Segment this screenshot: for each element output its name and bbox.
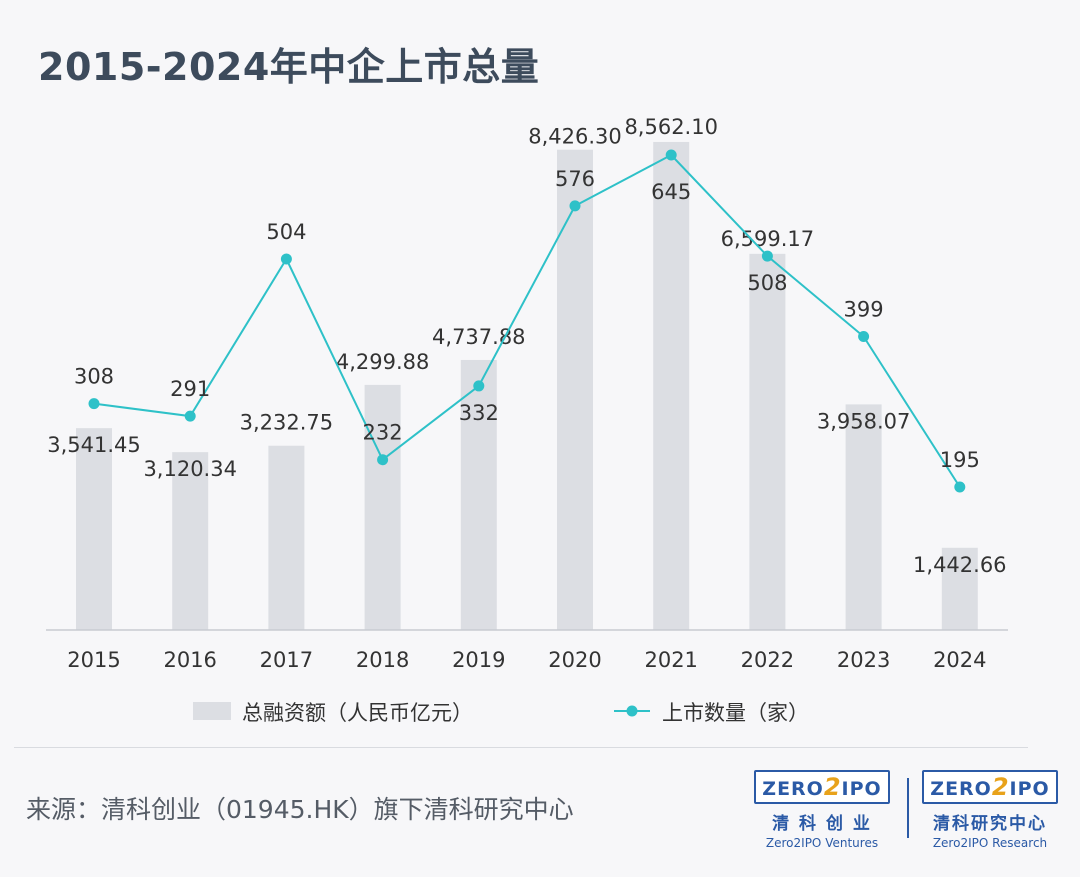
x-tick-label: 2017 [260, 648, 313, 672]
bar [364, 384, 401, 630]
bar [653, 141, 690, 630]
bar [941, 547, 978, 630]
line-value-label: 504 [266, 220, 306, 244]
logo-mark: ZERO2IPO [754, 770, 890, 804]
line-value-label: 195 [940, 448, 980, 472]
bar [749, 253, 786, 631]
bar [76, 428, 112, 630]
logo-cn-name: 清 科 创 业 [772, 814, 872, 834]
logo-separator [907, 778, 909, 838]
source-note: 来源：清科创业（01945.HK）旗下清科研究中心 [26, 795, 574, 824]
legend-line-marker [626, 705, 638, 717]
bar-value-label: 3,232.75 [240, 411, 334, 435]
zero2ipo-research-logo: ZERO2IPO 清科研究中心 Zero2IPO Research [920, 770, 1060, 850]
line-point [665, 149, 677, 161]
x-tick-label: 2024 [933, 648, 986, 672]
x-tick-label: 2015 [67, 648, 120, 672]
x-tick-label: 2021 [644, 648, 697, 672]
legend-bar-swatch [193, 702, 231, 720]
line-value-label: 291 [170, 377, 210, 401]
bar [460, 359, 497, 630]
line-value-label: 332 [459, 401, 499, 425]
bar [172, 452, 209, 630]
legend-bar-label: 总融资额（人民币亿元） [242, 701, 473, 725]
line-value-label: 645 [651, 180, 691, 204]
line-point [858, 330, 870, 342]
x-tick-label: 2022 [741, 648, 794, 672]
line-value-label: 508 [747, 271, 787, 295]
line-value-label: 576 [555, 167, 595, 191]
line-point [280, 253, 292, 265]
line-value-label: 308 [74, 365, 114, 389]
x-tick-label: 2016 [163, 648, 216, 672]
line-point [569, 200, 581, 212]
line-series [93, 153, 961, 488]
x-tick-label: 2023 [837, 648, 890, 672]
bar-value-label: 4,737.88 [432, 325, 526, 349]
line-point [88, 398, 100, 410]
bar-value-label: 8,426.30 [528, 125, 622, 149]
logo-mark: ZERO2IPO [922, 770, 1058, 804]
bar-value-label: 3,541.45 [47, 433, 141, 457]
bar [268, 445, 305, 630]
legend-line-label: 上市数量（家） [662, 701, 809, 725]
bar-value-label: 3,958.07 [817, 409, 911, 433]
bar [557, 149, 593, 630]
line-point [184, 410, 196, 422]
bar-value-label: 3,120.34 [143, 457, 237, 481]
line-value-label: 232 [363, 421, 403, 445]
bar-value-label: 4,299.88 [336, 350, 430, 374]
bar-value-label: 1,442.66 [913, 553, 1007, 577]
logo-en-name: Zero2IPO Ventures [765, 836, 879, 850]
x-tick-label: 2018 [356, 648, 409, 672]
bar-value-label: 6,599.17 [721, 227, 815, 251]
line-point [473, 380, 485, 392]
bar-value-label: 8,562.10 [624, 115, 718, 139]
chart-title: 2015-2024年中企上市总量 [38, 45, 540, 89]
line-value-label: 399 [844, 297, 884, 321]
line-point [761, 250, 773, 262]
chart-area: 2015 2016 2017 2018 2019 2020 2021 2022 2023 2024… [46, 115, 1008, 725]
logo-en-name: Zero2IPO Research [932, 836, 1048, 850]
logo-cn-name: 清科研究中心 [933, 814, 1047, 834]
x-tick-label: 2020 [548, 648, 601, 672]
x-tick-label: 2019 [452, 648, 505, 672]
line-point [377, 454, 389, 466]
footer-divider [14, 747, 1028, 748]
zero2ipo-ventures-logo: ZERO2IPO 清 科 创 业 Zero2IPO Ventures [752, 770, 892, 850]
bar [845, 404, 882, 630]
line-point [954, 481, 966, 493]
